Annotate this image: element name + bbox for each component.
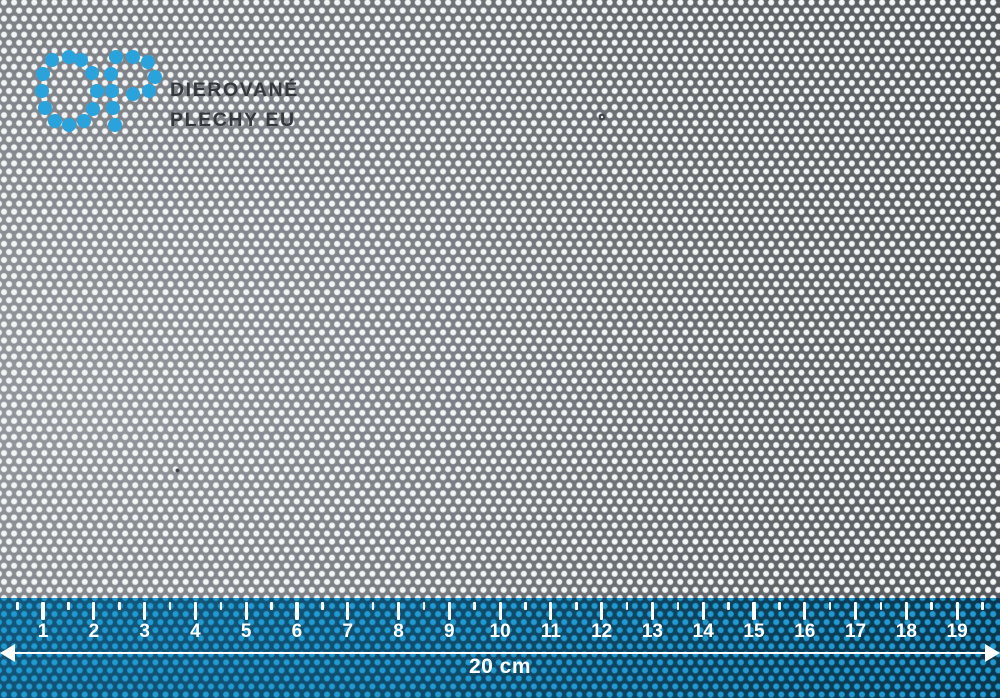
logo-dot bbox=[109, 50, 123, 64]
logo-dot bbox=[108, 118, 122, 132]
logo-dot bbox=[36, 67, 50, 81]
sheet-speck bbox=[598, 113, 606, 121]
logo-dot bbox=[148, 70, 162, 84]
logo-dot bbox=[48, 114, 62, 128]
logo-text-line1: DIEROVANÉ bbox=[170, 79, 299, 101]
logo-dot bbox=[106, 101, 120, 115]
logo-dot bbox=[141, 55, 155, 69]
logo-dot bbox=[90, 84, 104, 98]
sheet-speck bbox=[174, 467, 180, 473]
logo-dot bbox=[104, 67, 118, 81]
logo-dot bbox=[86, 102, 100, 116]
logo-dot bbox=[142, 84, 156, 98]
logo-dot bbox=[62, 118, 76, 132]
logo-dot bbox=[77, 114, 91, 128]
logo-dot bbox=[74, 53, 88, 67]
logo-dot bbox=[35, 84, 49, 98]
logo-dot bbox=[62, 50, 76, 64]
logo-dot bbox=[126, 50, 140, 64]
logo-dot bbox=[45, 53, 59, 67]
logo-dot bbox=[85, 66, 99, 80]
logo-dot bbox=[38, 101, 52, 115]
logo-dot bbox=[105, 84, 119, 98]
logo-dot bbox=[126, 87, 140, 101]
ruler-band bbox=[0, 598, 1000, 698]
logo-text-line2: PLECHY EU bbox=[170, 109, 296, 131]
